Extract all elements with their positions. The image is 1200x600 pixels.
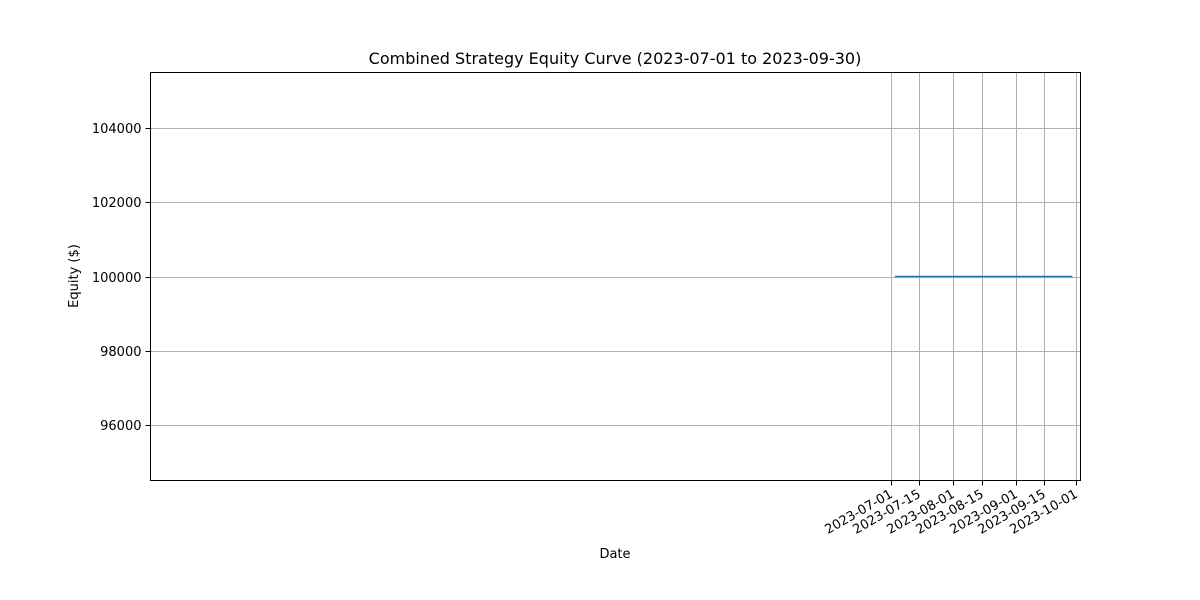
y-axis-label: Equity ($)	[67, 244, 82, 308]
plot-area-frame	[150, 72, 1081, 481]
y-tick-label: 102000	[92, 196, 142, 211]
y-axis: 96000 98000 100000 102000 104000	[92, 122, 151, 434]
x-axis: 2023-07-012023-07-152023-08-012023-08-15…	[823, 480, 1081, 538]
y-tick-label: 96000	[100, 419, 141, 434]
y-tick-label: 104000	[92, 122, 142, 137]
chart-title: Combined Strategy Equity Curve (2023-07-…	[369, 49, 862, 68]
y-tick-label: 98000	[100, 345, 141, 360]
y-tick-label: 100000	[92, 271, 142, 286]
x-axis-label: Date	[599, 547, 630, 562]
